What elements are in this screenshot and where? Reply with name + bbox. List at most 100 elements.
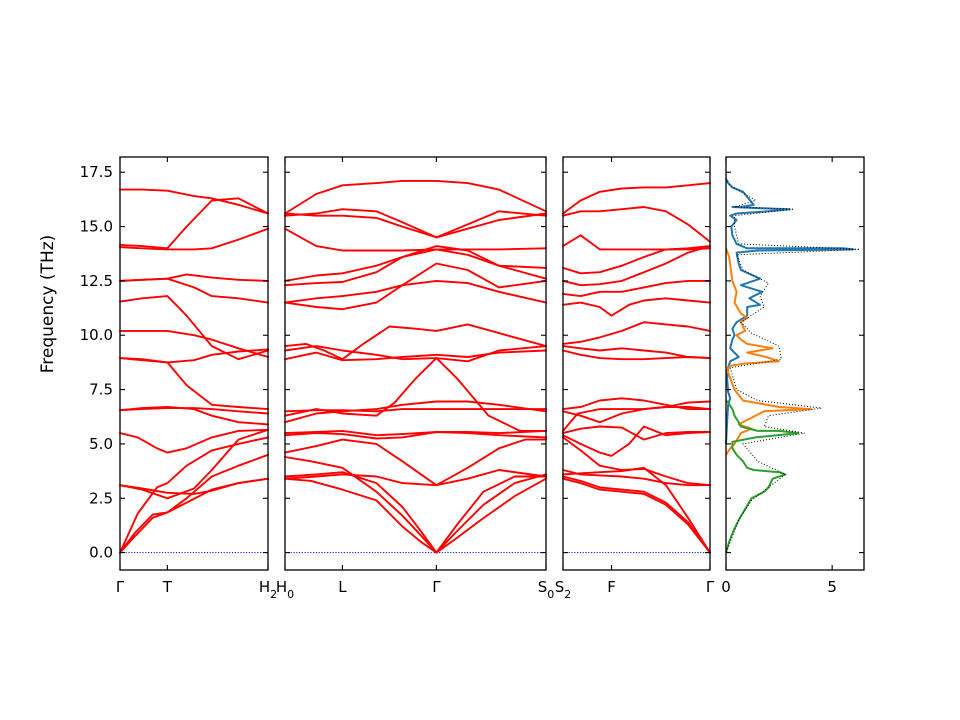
phonon-band-5 xyxy=(562,436,711,487)
phonon-band-18 xyxy=(284,227,547,252)
x-tick-label-subscript: 2 xyxy=(564,588,571,601)
phonon-band-13 xyxy=(562,321,711,345)
x-tick-label-text: H xyxy=(259,578,270,596)
phonon-band-14 xyxy=(284,279,547,304)
x-tick-label-subscript: 2 xyxy=(270,588,277,601)
x-tick-label-subscript: 0 xyxy=(287,588,294,601)
x-tick-label-text: S xyxy=(538,578,548,596)
phonon-band-10 xyxy=(284,357,547,432)
phonon-band-12 xyxy=(562,345,711,360)
dos-projected-series-1 xyxy=(725,178,855,444)
phonon-band-7 xyxy=(119,406,269,426)
phonon-band-19 xyxy=(284,208,547,239)
phonon-band-5 xyxy=(284,438,547,487)
phonon-band-8 xyxy=(119,407,269,415)
x-tick-label: S2 xyxy=(555,578,572,601)
phonon-band-10 xyxy=(119,357,269,411)
phonon-band-14 xyxy=(562,297,711,317)
phonon-band-6 xyxy=(119,428,269,454)
phonon-band-5 xyxy=(119,428,269,500)
x-tick-label: L xyxy=(338,578,347,596)
phonon-band-9 xyxy=(119,348,269,364)
x-tick-label-text: Γ xyxy=(432,578,441,596)
phonon-band-8 xyxy=(562,406,711,432)
phonon-band-13 xyxy=(284,323,547,361)
x-tick-label: Γ xyxy=(432,578,441,596)
band-panel-3: S2 F Γ xyxy=(555,156,715,601)
panel-frame xyxy=(562,156,711,571)
phonon-band-6 xyxy=(562,425,711,457)
x-tick-label-text: F xyxy=(607,578,616,596)
x-tick-label: Γ xyxy=(706,578,715,596)
phonon-band-8 xyxy=(284,400,547,424)
phonon-band-1 xyxy=(284,477,547,554)
band-panel-2: H0 L Γ S0 xyxy=(276,156,555,601)
phonon-band-9 xyxy=(562,397,711,411)
x-tick-label: S0 xyxy=(538,578,555,601)
phonon-band-12 xyxy=(284,345,547,363)
phonon-band-2 xyxy=(562,475,711,554)
phonon-band-1 xyxy=(562,477,711,554)
phonon-band-7 xyxy=(284,429,547,440)
panel-frame xyxy=(119,156,269,571)
phonon-band-4 xyxy=(562,469,711,487)
x-tick-label-text: H xyxy=(276,578,287,596)
phonon-band-15 xyxy=(562,279,711,298)
phonon-band-11 xyxy=(119,329,269,358)
y-axis-label: Frequency (THz) xyxy=(38,235,58,374)
dos-projected-series-3 xyxy=(725,399,800,553)
phonon-band-2 xyxy=(284,471,547,554)
y-tick-label: 15.0 xyxy=(80,218,113,236)
phonon-band-20 xyxy=(284,212,547,239)
x-tick-label-subscript: 0 xyxy=(547,588,554,601)
phonon-band-17 xyxy=(119,188,269,215)
x-tick-label: H2 xyxy=(259,578,277,601)
phonon-band-18 xyxy=(562,234,711,251)
y-tick-label: 7.5 xyxy=(89,381,113,399)
y-tick-label: 12.5 xyxy=(80,272,113,290)
phonon-band-2 xyxy=(119,453,269,554)
phonon-band-15 xyxy=(119,227,269,251)
plot-area: Γ T H20.02.55.07.510.012.515.017.5H0 L Γ S0 S2… xyxy=(80,156,865,601)
phonon-band-6 xyxy=(284,429,547,439)
phonon-band-16 xyxy=(119,197,269,250)
y-tick-label: 5.0 xyxy=(89,435,113,453)
dos-projected-series-2 xyxy=(725,247,812,456)
band-panel-1: Γ T H2 xyxy=(116,156,277,601)
x-tick-label-text: L xyxy=(338,578,347,596)
y-tick-label: 0.0 xyxy=(89,544,113,562)
x-tick-label-text: Γ xyxy=(116,578,125,596)
y-tick-label: 10.0 xyxy=(80,326,113,344)
dos-frame xyxy=(725,156,865,571)
dos-x-tick-label: 0 xyxy=(721,578,731,596)
x-tick-label-text: Γ xyxy=(706,578,715,596)
y-tick-label: 17.5 xyxy=(80,163,113,181)
phonon-band-3 xyxy=(119,436,269,554)
phonon-band-3 xyxy=(284,456,547,554)
panel-frame xyxy=(284,156,547,571)
phonon-band-19 xyxy=(562,206,711,243)
phonon-band-4 xyxy=(119,477,269,495)
phonon-band-15 xyxy=(284,262,547,311)
dos-total-line xyxy=(725,178,860,553)
phonon-band-10 xyxy=(562,400,711,424)
x-tick-label: T xyxy=(162,578,173,596)
phonon-band-16 xyxy=(562,245,711,287)
y-tick-label: 2.5 xyxy=(89,489,113,507)
phonon-band-4 xyxy=(284,469,547,487)
dos-x-tick-label: 5 xyxy=(827,578,837,596)
phonon-band-14 xyxy=(119,273,269,282)
phonon-band-17 xyxy=(284,248,547,282)
phonon-band-21 xyxy=(284,179,547,215)
x-tick-label-text: T xyxy=(162,578,173,596)
x-tick-label: Γ xyxy=(116,578,125,596)
phonon-band-3 xyxy=(562,466,711,554)
x-tick-label-text: S xyxy=(555,578,565,596)
x-tick-label: H0 xyxy=(276,578,294,601)
phonon-band-20 xyxy=(562,182,711,215)
phonon-band-7 xyxy=(562,425,711,441)
x-tick-label: F xyxy=(607,578,616,596)
phonon-band-12 xyxy=(119,295,269,361)
